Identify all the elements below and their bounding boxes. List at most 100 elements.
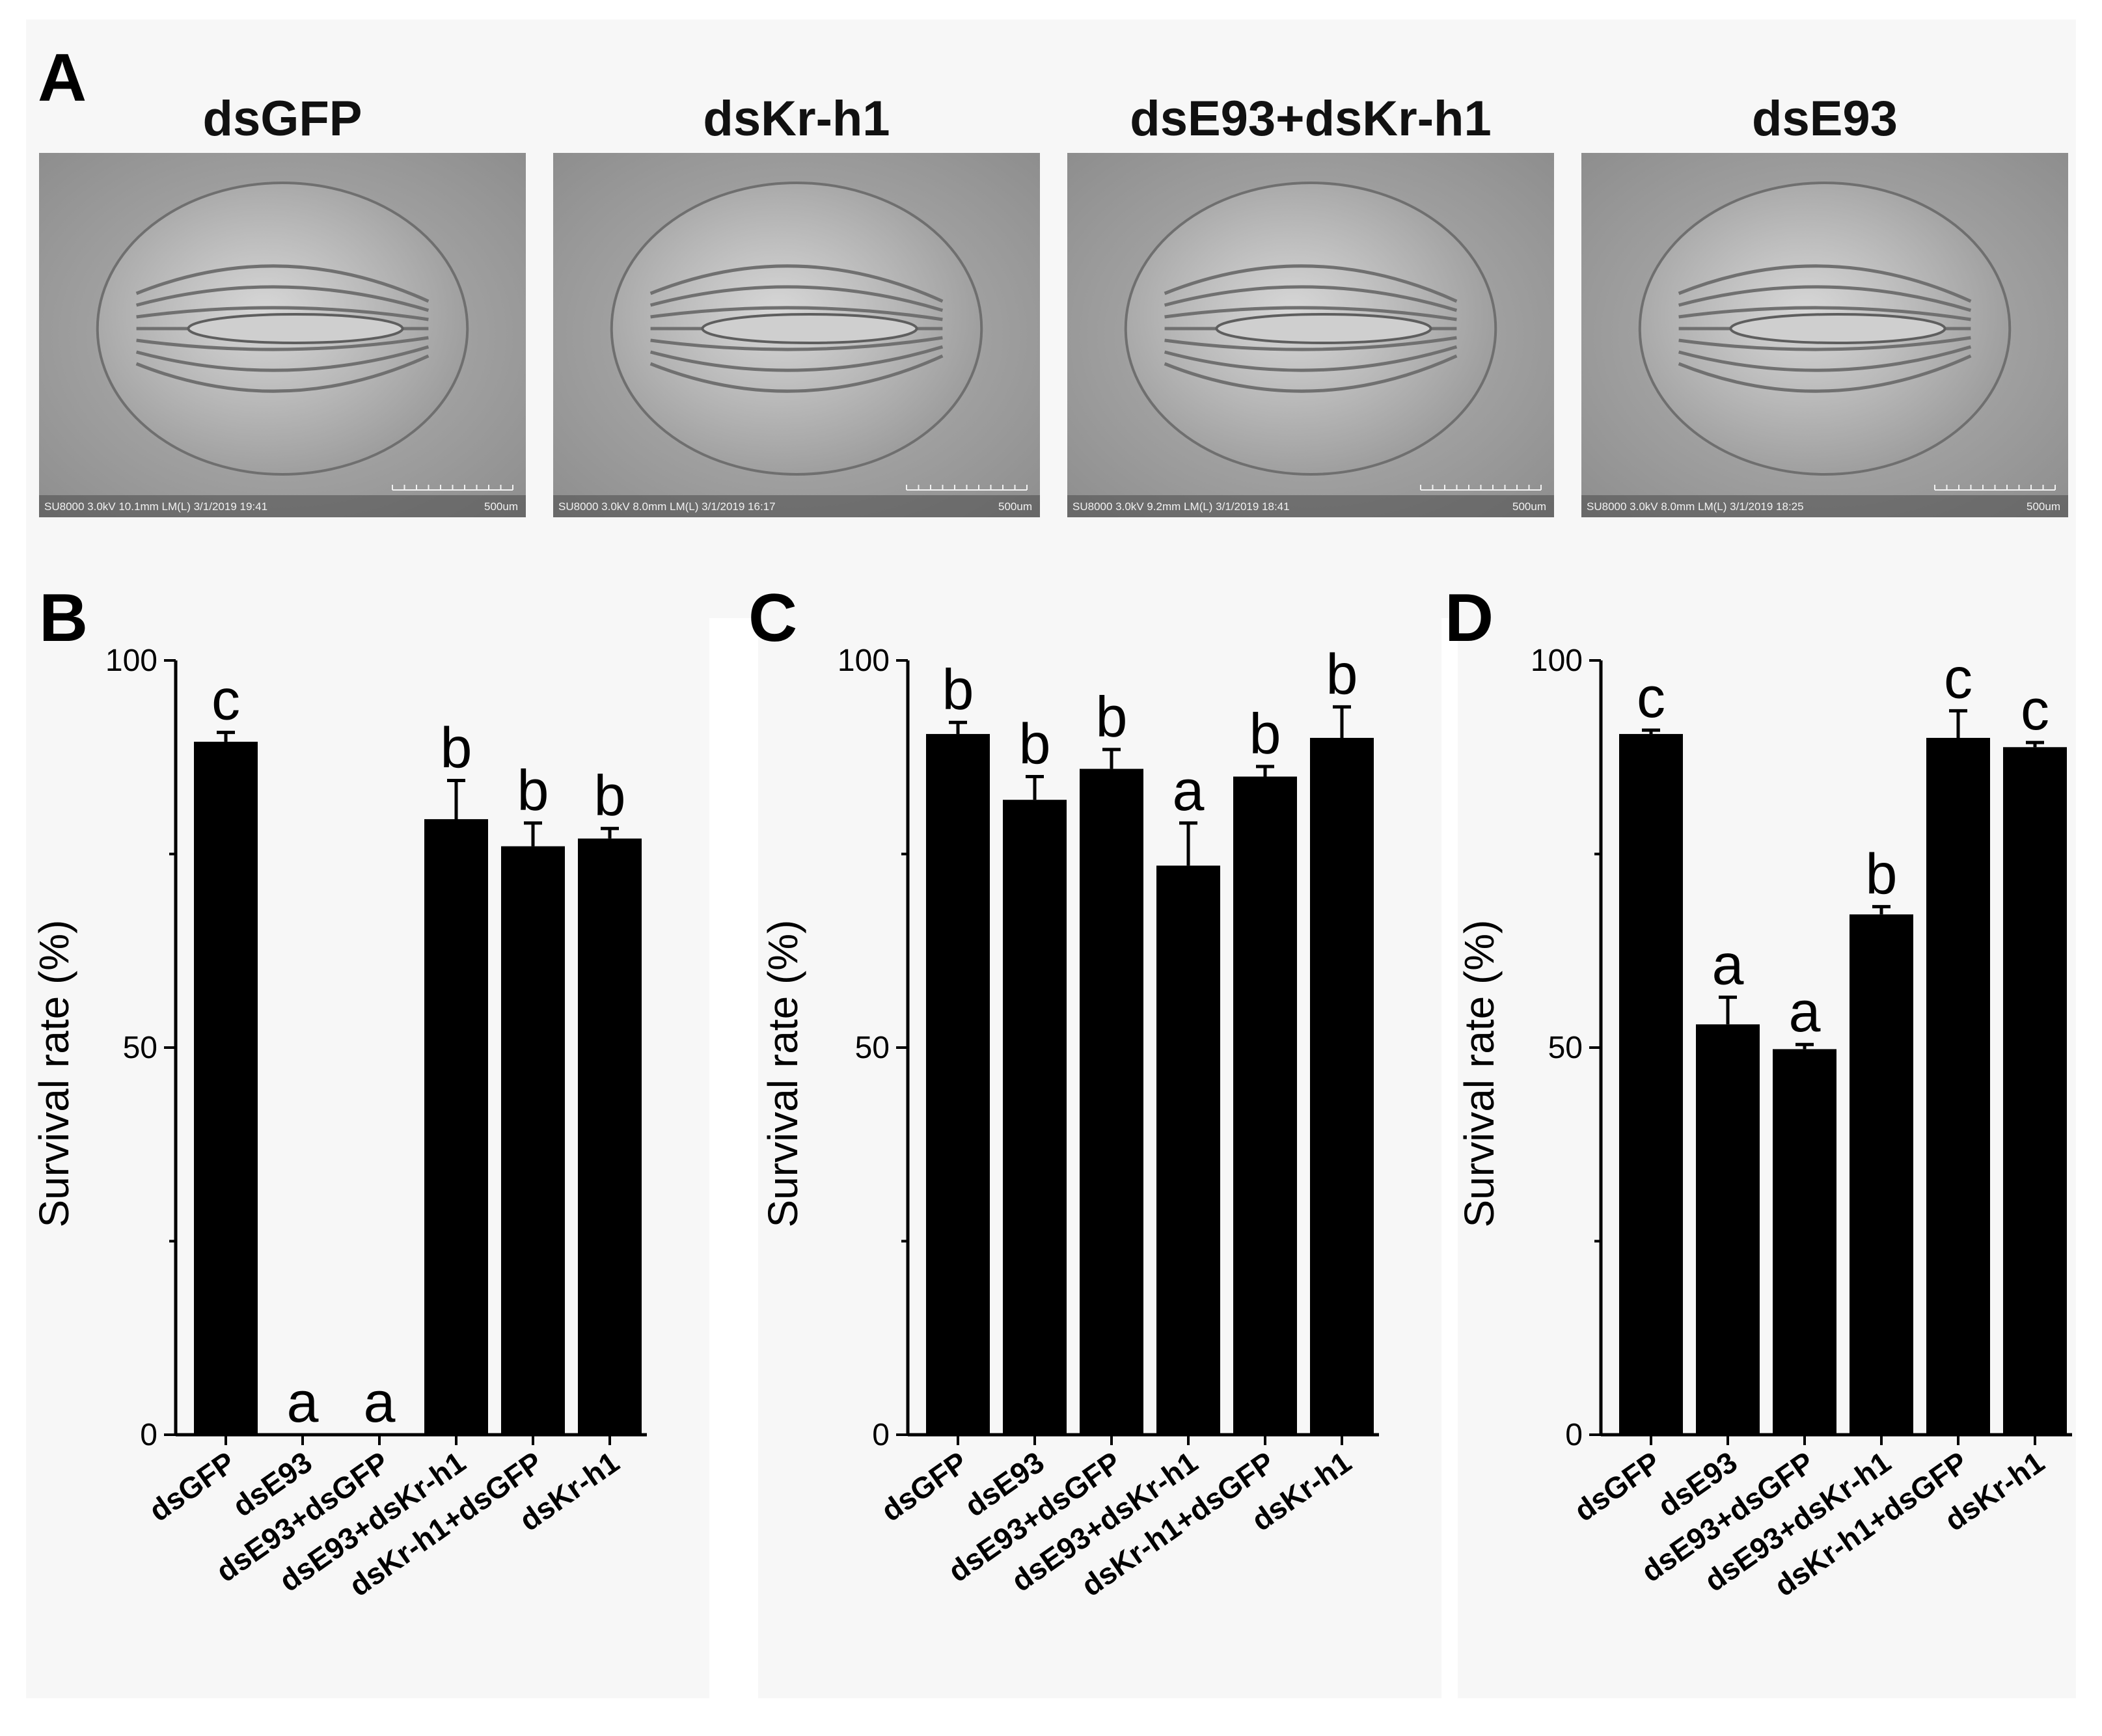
y-tick-label: 0 xyxy=(872,1418,890,1452)
y-tick-label: 100 xyxy=(1531,644,1583,678)
specimen-fold xyxy=(1164,264,1458,303)
y-tick-label: 100 xyxy=(105,644,157,678)
specimen-fold xyxy=(1164,306,1457,321)
significance-letter: a xyxy=(364,1370,396,1434)
significance-letter: b xyxy=(1096,685,1128,749)
sem-image-2: dsKr-h1 SU8000 3.0kV 8.0mm LM(L) 3/1/2019… xyxy=(553,91,1040,517)
sem-image-title: dsE93 xyxy=(1752,91,1898,146)
specimen-proboscis xyxy=(1729,313,1946,344)
sem-caption: SU8000 3.0kV 9.2mm LM(L) 3/1/2019 18:41 xyxy=(1072,500,1290,513)
sem-info-bar xyxy=(553,495,1040,517)
specimen-fold xyxy=(1164,345,1458,372)
bar xyxy=(1696,1024,1760,1435)
y-tick-label: 50 xyxy=(123,1031,157,1065)
significance-letter: b xyxy=(1326,642,1358,706)
bar xyxy=(1233,776,1297,1435)
specimen-fold xyxy=(135,345,430,372)
specimen-fold xyxy=(1678,336,1971,351)
bar xyxy=(1310,738,1374,1435)
sem-scale-label: 500um xyxy=(484,500,518,513)
specimen-fold xyxy=(1678,264,1972,303)
sem-info-bar xyxy=(1067,495,1554,517)
panel-a-label: A xyxy=(38,40,87,116)
sem-scale-label: 500um xyxy=(2027,500,2060,513)
sem-caption: SU8000 3.0kV 8.0mm LM(L) 3/1/2019 16:17 xyxy=(558,500,776,513)
specimen-fold xyxy=(1164,354,1458,393)
sem-image-3: dsE93+dsKr-h1 SU8000 3.0kV 9.2mm LM(L) 3/… xyxy=(1067,91,1554,517)
specimen-fold xyxy=(649,285,944,312)
specimen-fold xyxy=(650,306,943,321)
sem-scale-label: 500um xyxy=(1512,500,1546,513)
significance-letter: b xyxy=(594,763,626,828)
sem-info-bar xyxy=(39,495,526,517)
significance-letter: a xyxy=(287,1370,319,1434)
significance-letter: b xyxy=(942,657,974,722)
bar xyxy=(1003,800,1067,1435)
specimen-fold xyxy=(136,306,429,321)
specimen-fold xyxy=(1678,285,1972,312)
bar xyxy=(1156,865,1220,1435)
bar xyxy=(2003,747,2067,1435)
sem-info-bar xyxy=(1581,495,2068,517)
significance-letter: c xyxy=(2021,677,2049,742)
sem-image-title: dsKr-h1 xyxy=(703,91,890,146)
specimen-proboscis xyxy=(187,313,404,344)
bar xyxy=(1773,1049,1836,1435)
y-axis-label: Survival rate (%) xyxy=(759,920,806,1228)
bar xyxy=(1619,734,1683,1435)
significance-letter: c xyxy=(1637,665,1665,729)
specimen-fold xyxy=(1678,306,1971,321)
y-axis-label: Survival rate (%) xyxy=(1456,920,1503,1228)
significance-letter: b xyxy=(517,758,549,822)
sem-scale-label: 500um xyxy=(998,500,1032,513)
sem-image-title: dsE93+dsKr-h1 xyxy=(1130,91,1491,146)
bar xyxy=(424,819,488,1435)
significance-letter: a xyxy=(1789,979,1821,1044)
significance-letter: c xyxy=(1944,645,1972,710)
specimen-fold xyxy=(135,264,430,303)
panel-label: C xyxy=(748,580,797,656)
significance-letter: a xyxy=(1173,758,1205,822)
bar xyxy=(1926,738,1990,1435)
significance-letter: c xyxy=(212,668,240,732)
significance-letter: b xyxy=(1866,841,1898,906)
sem-image-title: dsGFP xyxy=(203,91,362,146)
significance-letter: b xyxy=(1019,712,1051,776)
specimen-proboscis xyxy=(701,313,918,344)
bar xyxy=(926,734,990,1435)
bar xyxy=(194,741,258,1435)
bar xyxy=(1080,768,1143,1435)
significance-letter: b xyxy=(1249,701,1281,766)
y-tick-label: 0 xyxy=(140,1418,157,1452)
specimen-fold xyxy=(1678,354,1972,393)
sem-caption: SU8000 3.0kV 8.0mm LM(L) 3/1/2019 18:25 xyxy=(1587,500,1804,513)
panel-label: D xyxy=(1445,580,1494,656)
specimen-fold xyxy=(1164,336,1457,351)
significance-letter: b xyxy=(441,715,472,780)
panel-label: B xyxy=(39,580,88,656)
significance-letter: a xyxy=(1712,932,1744,997)
y-tick-label: 100 xyxy=(838,644,890,678)
specimen-fold xyxy=(649,354,944,393)
y-tick-label: 0 xyxy=(1565,1418,1583,1452)
specimen-fold xyxy=(1678,345,1972,372)
y-axis-label: Survival rate (%) xyxy=(31,920,77,1228)
specimen-fold xyxy=(1164,285,1458,312)
specimen-fold xyxy=(649,345,944,372)
sem-caption: SU8000 3.0kV 10.1mm LM(L) 3/1/2019 19:41 xyxy=(44,500,267,513)
specimen-proboscis xyxy=(1215,313,1432,344)
specimen-fold xyxy=(650,336,943,351)
specimen-fold xyxy=(136,336,429,351)
specimen-fold xyxy=(135,354,430,393)
sem-images: dsGFP SU8000 3.0kV 10.1mm LM(L) 3/1/2019 … xyxy=(39,91,2068,517)
sem-image-1: dsGFP SU8000 3.0kV 10.1mm LM(L) 3/1/2019 … xyxy=(39,91,526,517)
specimen-fold xyxy=(649,264,944,303)
y-tick-label: 50 xyxy=(855,1031,890,1065)
bar xyxy=(1849,914,1913,1435)
bar xyxy=(578,838,642,1435)
bar xyxy=(501,846,565,1435)
specimen-fold xyxy=(135,285,430,312)
